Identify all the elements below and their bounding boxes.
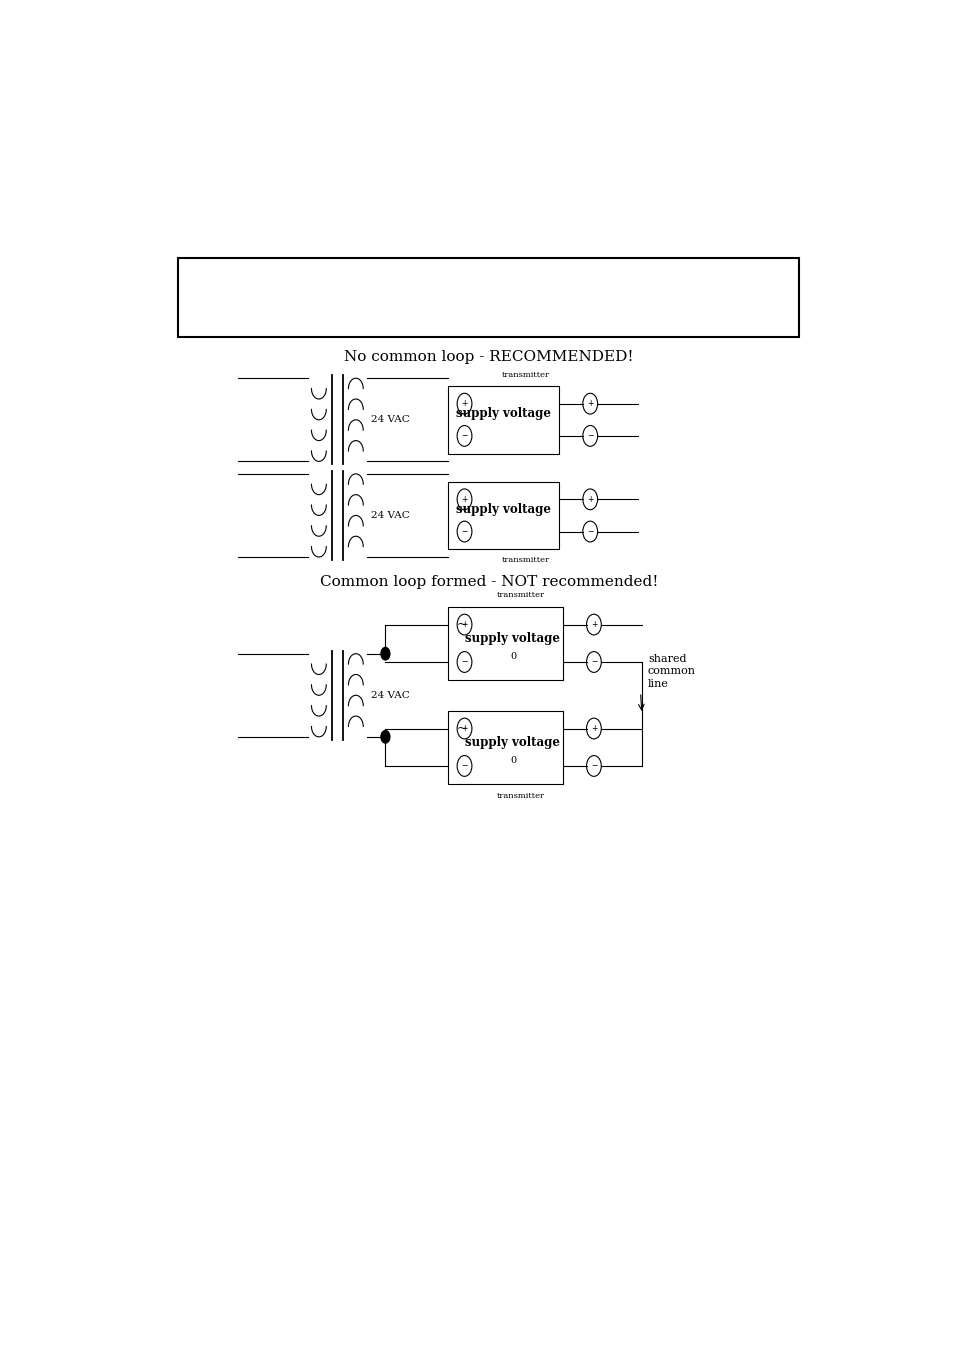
Text: 0: 0 — [509, 756, 516, 765]
Text: +: + — [461, 495, 467, 504]
Text: 24 VAC: 24 VAC — [370, 510, 409, 520]
Text: supply voltage: supply voltage — [456, 408, 551, 420]
Text: +: + — [590, 620, 597, 629]
Text: 24 VAC: 24 VAC — [370, 691, 409, 699]
Bar — [448, 608, 562, 679]
Text: −: − — [586, 432, 593, 440]
Bar — [448, 482, 558, 549]
Text: transmitter: transmitter — [496, 590, 544, 598]
Text: transmitter: transmitter — [501, 556, 549, 564]
Text: +: + — [586, 495, 593, 504]
Text: Common loop formed - NOT recommended!: Common loop formed - NOT recommended! — [319, 575, 658, 589]
Text: −: − — [461, 761, 467, 771]
Text: 0: 0 — [509, 652, 516, 662]
Text: +: + — [461, 620, 467, 629]
Text: shared
common
line: shared common line — [647, 653, 695, 688]
Text: ~: ~ — [456, 722, 466, 734]
Text: supply voltage: supply voltage — [465, 736, 559, 748]
Text: +: + — [461, 724, 467, 733]
Text: −: − — [590, 761, 597, 771]
Bar — [178, 258, 799, 336]
Text: +: + — [590, 724, 597, 733]
Text: transmitter: transmitter — [501, 371, 549, 379]
Text: −: − — [590, 657, 597, 667]
Text: +: + — [461, 400, 467, 408]
Text: −: − — [586, 526, 593, 536]
Text: ~: ~ — [456, 618, 466, 630]
Bar — [448, 386, 558, 454]
Text: 24 VAC: 24 VAC — [370, 416, 409, 424]
Text: −: − — [461, 526, 467, 536]
Text: −: − — [461, 432, 467, 440]
Bar — [448, 711, 562, 783]
Circle shape — [380, 730, 390, 742]
Text: +: + — [586, 400, 593, 408]
Text: −: − — [461, 657, 467, 667]
Text: supply voltage: supply voltage — [456, 502, 551, 516]
Text: supply voltage: supply voltage — [465, 632, 559, 644]
Text: transmitter: transmitter — [496, 792, 544, 801]
Circle shape — [380, 648, 390, 660]
Text: No common loop - RECOMMENDED!: No common loop - RECOMMENDED! — [344, 351, 633, 364]
